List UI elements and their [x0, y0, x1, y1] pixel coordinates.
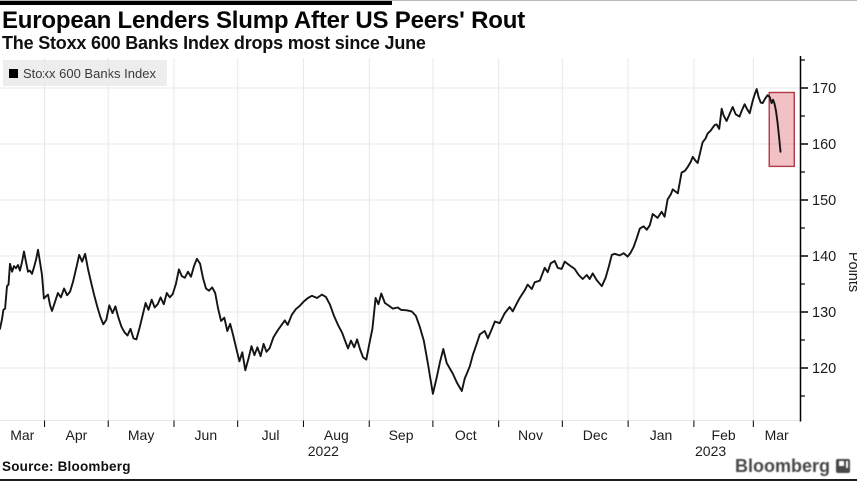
- svg-text:Nov: Nov: [518, 427, 543, 443]
- svg-text:Oct: Oct: [455, 427, 477, 443]
- svg-text:Jan: Jan: [650, 427, 673, 443]
- top-hairline: [0, 0, 857, 1]
- page-subtitle: The Stoxx 600 Banks Index drops most sin…: [2, 33, 426, 53]
- svg-text:Feb: Feb: [712, 427, 736, 443]
- svg-text:120: 120: [812, 361, 836, 377]
- source-note: Source: Bloomberg: [2, 459, 131, 474]
- svg-text:130: 130: [812, 305, 836, 321]
- legend: Stoxx 600 Banks Index: [3, 60, 167, 86]
- svg-text:Mar: Mar: [10, 427, 34, 443]
- svg-text:2023: 2023: [695, 443, 726, 459]
- svg-text:140: 140: [812, 249, 836, 265]
- bloomberg-watermark-text: Bloomberg: [734, 455, 830, 476]
- svg-text:Aug: Aug: [324, 427, 349, 443]
- legend-marker-icon: [9, 68, 18, 78]
- svg-text:Mar: Mar: [765, 427, 789, 443]
- svg-text:Points: Points: [845, 252, 857, 292]
- bottom-rule: [0, 479, 857, 481]
- svg-text:Jul: Jul: [262, 427, 280, 443]
- page-title: European Lenders Slump After US Peers' R…: [2, 7, 525, 34]
- svg-text:May: May: [128, 427, 154, 443]
- top-accent-bar: [0, 1, 392, 5]
- svg-text:Apr: Apr: [65, 427, 87, 443]
- svg-text:2022: 2022: [308, 443, 339, 459]
- legend-label: Stoxx 600 Banks Index: [23, 65, 156, 81]
- svg-text:Sep: Sep: [389, 427, 414, 443]
- svg-text:Jun: Jun: [195, 427, 218, 443]
- svg-text:160: 160: [812, 137, 836, 153]
- svg-text:Dec: Dec: [583, 427, 608, 443]
- bloomberg-watermark: Bloomberg: [735, 456, 850, 476]
- bloomberg-logo-icon: [836, 459, 850, 473]
- svg-text:150: 150: [812, 193, 836, 209]
- svg-text:170: 170: [812, 81, 836, 97]
